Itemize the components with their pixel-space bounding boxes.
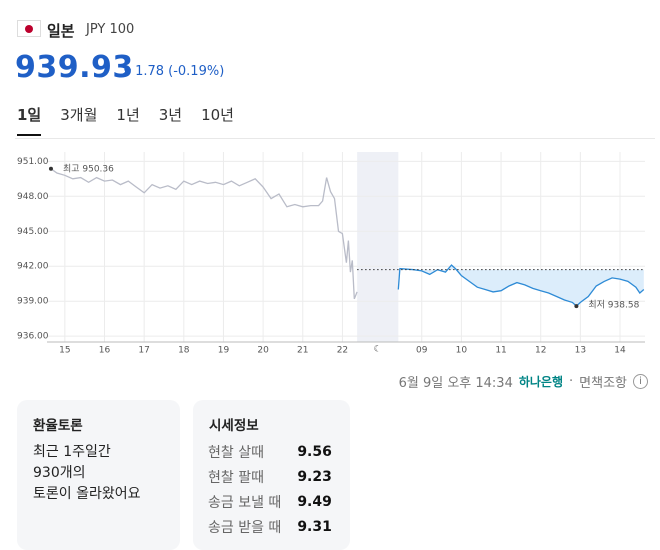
quote-card: 시세정보 현찰 살때 9.56 현찰 팔때 9.23 송금 보낼 때 9.49 송금 받을 …	[193, 400, 350, 550]
x-tick-label: 22	[337, 346, 348, 356]
line-series	[397, 264, 645, 307]
x-tick-label: 16	[99, 346, 111, 356]
quote-row: 현찰 살때 9.56	[205, 442, 336, 467]
quote-row: 송금 보낼 때 9.49	[205, 492, 336, 517]
high-annotation: 최고 950.36	[63, 163, 114, 174]
disclaimer-link[interactable]: 면책조항	[579, 376, 627, 391]
card-title: 환율토론	[33, 418, 83, 434]
x-tick-label: 13	[575, 346, 586, 356]
timestamp: 6월 9일 오후 14:34	[398, 376, 513, 391]
x-tick-label: 18	[178, 346, 190, 356]
x-tick-label: 21	[297, 346, 308, 356]
card-title: 시세정보	[209, 418, 259, 434]
night-icon: ☾	[374, 345, 382, 355]
card-line: 토론이 올라왔어요	[33, 486, 141, 502]
quote-row: 송금 받을 때 9.31	[205, 517, 336, 542]
low-marker	[574, 304, 579, 309]
y-tick-label: 942.00	[17, 262, 49, 272]
info-icon[interactable]: i	[633, 374, 648, 389]
currency-code: JPY 100	[86, 22, 135, 37]
y-tick-label: 939.00	[17, 297, 49, 307]
y-tick-label: 951.00	[17, 157, 49, 167]
x-tick-label: 12	[535, 346, 546, 356]
flag-icon	[17, 20, 41, 37]
bank: 하나은행	[518, 375, 564, 389]
x-tick-label: 10	[456, 346, 468, 356]
area-fill	[398, 265, 644, 307]
footer: 6월 9일 오후 14:34 하나은행 · 면책조항 i	[399, 372, 648, 391]
line-series	[50, 168, 358, 300]
x-tick-label: 20	[257, 346, 269, 356]
period-tabs: 1일 3개월 1년 3년 10년	[17, 104, 234, 136]
y-tick-label: 936.00	[17, 332, 49, 342]
quote-label: 송금 보낼 때	[208, 495, 282, 511]
price: 939.93	[15, 50, 134, 85]
quote-value: 9.23	[297, 469, 332, 485]
chart: ☾ 951.00 948.00 945.00 942.00 939.00 936.00 15 1…	[17, 152, 645, 356]
period-tab[interactable]: 3년	[158, 106, 183, 124]
y-tick-label: 945.00	[17, 227, 49, 237]
quote-label: 현찰 살때	[208, 445, 264, 461]
change-text: 1.78 (-0.19%)	[135, 64, 225, 79]
low-annotation: 최저 938.58	[588, 300, 639, 311]
closed-market-band	[357, 152, 399, 342]
high-marker	[48, 166, 53, 171]
card-line: 930개의	[33, 465, 86, 481]
quote-row: 현찰 팔때 9.23	[205, 467, 336, 492]
period-tab[interactable]: 1일	[17, 104, 42, 136]
period-tab[interactable]: 10년	[201, 106, 234, 124]
country-name: 일본	[47, 22, 75, 40]
price-change: ▼ 1.78 (-0.19%)	[124, 64, 225, 79]
period-tab[interactable]: 1년	[116, 106, 140, 124]
quote-label: 송금 받을 때	[208, 520, 282, 536]
quote-value: 9.31	[297, 519, 332, 535]
quote-table: 현찰 살때 9.56 현찰 팔때 9.23 송금 보낼 때 9.49 송금 받을 때 9.31	[205, 442, 336, 542]
x-tick-label: 14	[614, 346, 626, 356]
quote-value: 9.56	[297, 444, 332, 460]
x-tick-label: 19	[218, 346, 230, 356]
x-tick-label: 11	[495, 346, 506, 356]
quote-value: 9.49	[297, 494, 332, 510]
quote-label: 현찰 팔때	[208, 470, 264, 486]
x-tick-label: 15	[59, 346, 70, 356]
x-tick-label: 09	[416, 346, 428, 356]
x-tick-label: 17	[138, 346, 149, 356]
divider	[15, 138, 655, 139]
period-tab[interactable]: 3개월	[60, 106, 98, 124]
card-line: 최근 1주일간	[33, 444, 111, 460]
y-tick-label: 948.00	[17, 192, 49, 202]
